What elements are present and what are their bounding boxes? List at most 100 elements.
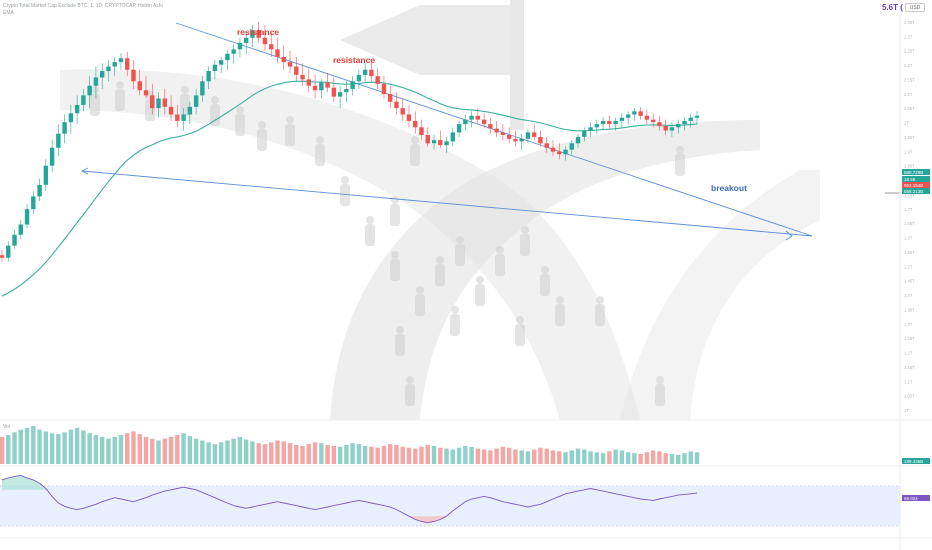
currency-button[interactable]: USD xyxy=(905,3,925,12)
candle-body-12[interactable] xyxy=(74,104,80,114)
candle-body-57[interactable] xyxy=(356,74,362,82)
lower-trendline[interactable] xyxy=(81,170,813,237)
candle-body-35[interactable] xyxy=(218,60,224,65)
candle-body-10[interactable] xyxy=(62,122,67,134)
candle-body-50[interactable] xyxy=(312,85,318,91)
candle-body-83[interactable] xyxy=(519,138,524,142)
candle-body-17[interactable] xyxy=(106,66,111,72)
candle-body-100[interactable] xyxy=(625,114,631,118)
candle-body-69[interactable] xyxy=(431,140,437,144)
candle-body-59[interactable] xyxy=(369,69,374,77)
candle-body-108[interactable] xyxy=(676,124,681,128)
candle-body-51[interactable] xyxy=(319,82,324,91)
candle-body-88[interactable] xyxy=(550,147,556,152)
candle-body-86[interactable] xyxy=(538,136,543,144)
candle-body-48[interactable] xyxy=(300,74,305,80)
candle-body-56[interactable] xyxy=(350,81,355,89)
candle-body-27[interactable] xyxy=(168,106,174,115)
candle-body-54[interactable] xyxy=(337,92,343,97)
candle-body-25[interactable] xyxy=(156,98,161,109)
candle-body-93[interactable] xyxy=(582,130,587,137)
price-axis[interactable]: 1T 1.05T 1.1T 1.15T 1.2T 1.25T 1.3T 1.35T 1.4T 1.… xyxy=(885,20,930,413)
candle-body-19[interactable] xyxy=(118,58,124,63)
candle-body-44[interactable] xyxy=(275,49,280,57)
candle-body-21[interactable] xyxy=(131,69,136,82)
candle-body-104[interactable] xyxy=(650,119,656,123)
candle-body-39[interactable] xyxy=(243,37,249,43)
candle-body-13[interactable] xyxy=(81,95,86,105)
candle-body-103[interactable] xyxy=(644,115,650,120)
candle-body-74[interactable] xyxy=(463,119,468,125)
candle-body-77[interactable] xyxy=(481,119,487,125)
candle-body-46[interactable] xyxy=(287,62,293,67)
candle-body-102[interactable] xyxy=(638,111,643,116)
candle-body-64[interactable] xyxy=(400,108,405,115)
candle-body-75[interactable] xyxy=(469,115,474,120)
candle-body-4[interactable] xyxy=(24,209,30,225)
candle-body-70[interactable] xyxy=(438,140,443,146)
candle-body-23[interactable] xyxy=(143,90,149,96)
candle-body-34[interactable] xyxy=(212,64,218,72)
candle-body-30[interactable] xyxy=(187,106,193,115)
candle-body-9[interactable] xyxy=(56,133,61,148)
candle-body-78[interactable] xyxy=(488,124,493,129)
candle-body-62[interactable] xyxy=(387,94,393,102)
candle-body-72[interactable] xyxy=(450,132,456,142)
candle-body-6[interactable] xyxy=(37,184,42,197)
candle-body-80[interactable] xyxy=(500,132,506,135)
candle-body-97[interactable] xyxy=(607,120,612,125)
candle-body-36[interactable] xyxy=(225,53,230,61)
candle-body-67[interactable] xyxy=(419,127,424,135)
ema-line[interactable] xyxy=(1,80,698,297)
candle-body-16[interactable] xyxy=(99,71,105,78)
candle-body-92[interactable] xyxy=(575,136,581,144)
candle-body-84[interactable] xyxy=(525,132,531,139)
candle-body-47[interactable] xyxy=(294,66,299,75)
candle-body-33[interactable] xyxy=(206,71,211,82)
candle-body-68[interactable] xyxy=(425,134,430,144)
candle-body-3[interactable] xyxy=(18,224,23,235)
candle-body-96[interactable] xyxy=(600,120,606,125)
candle-body-98[interactable] xyxy=(613,120,618,125)
candle-body-37[interactable] xyxy=(231,49,236,54)
candle-body-79[interactable] xyxy=(494,128,499,133)
candle-body-14[interactable] xyxy=(87,85,92,96)
candle-body-73[interactable] xyxy=(456,124,462,133)
candle-body-7[interactable] xyxy=(43,165,49,185)
candle-body-71[interactable] xyxy=(444,141,449,146)
candle-body-82[interactable] xyxy=(513,138,518,142)
candle-body-99[interactable] xyxy=(619,117,625,121)
candle-body-58[interactable] xyxy=(362,69,368,75)
candle-body-89[interactable] xyxy=(557,151,562,155)
candle-body-87[interactable] xyxy=(544,143,549,148)
candle-body-20[interactable] xyxy=(125,58,130,70)
candle-body-109[interactable] xyxy=(682,120,687,125)
candle-body-22[interactable] xyxy=(137,81,142,91)
candle-body-24[interactable] xyxy=(150,95,155,109)
candle-body-90[interactable] xyxy=(563,149,568,155)
candle-body-28[interactable] xyxy=(175,114,180,121)
candle-body-105[interactable] xyxy=(657,122,662,127)
candle-body-8[interactable] xyxy=(49,147,55,166)
candle-body-11[interactable] xyxy=(68,113,74,123)
candle-body-85[interactable] xyxy=(532,132,537,137)
candle-body-49[interactable] xyxy=(306,79,312,86)
candle-body-45[interactable] xyxy=(281,56,286,63)
candle-body-42[interactable] xyxy=(262,37,268,45)
candle-body-15[interactable] xyxy=(93,77,99,86)
rsi-line[interactable] xyxy=(1,474,698,524)
candle-body-81[interactable] xyxy=(506,134,512,139)
candle-body-53[interactable] xyxy=(331,87,337,97)
candle-body-63[interactable] xyxy=(394,101,399,109)
candle-body-101[interactable] xyxy=(632,111,637,115)
candle-body-2[interactable] xyxy=(12,234,17,246)
candle-body-26[interactable] xyxy=(162,98,167,107)
candle-body-0[interactable] xyxy=(0,255,5,258)
candle-body-18[interactable] xyxy=(112,62,117,67)
candle-body-110[interactable] xyxy=(688,117,693,121)
candle-body-32[interactable] xyxy=(200,81,205,96)
candle-body-41[interactable] xyxy=(256,30,261,38)
candle-body-61[interactable] xyxy=(381,83,387,95)
candle-body-40[interactable] xyxy=(250,30,255,38)
